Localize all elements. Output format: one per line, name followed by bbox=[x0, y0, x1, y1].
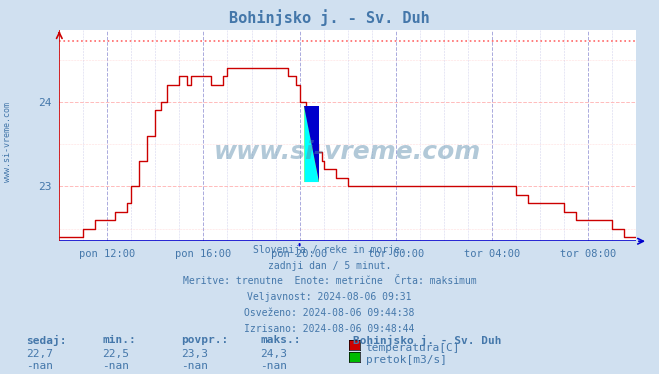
Text: -nan: -nan bbox=[26, 361, 53, 371]
Text: temperatura[C]: temperatura[C] bbox=[366, 343, 460, 353]
Text: 22,5: 22,5 bbox=[102, 349, 129, 359]
Polygon shape bbox=[304, 106, 319, 182]
Text: Bohinjsko j. - Sv. Duh: Bohinjsko j. - Sv. Duh bbox=[353, 335, 501, 346]
Text: Bohinjsko j. - Sv. Duh: Bohinjsko j. - Sv. Duh bbox=[229, 9, 430, 26]
Text: min.:: min.: bbox=[102, 335, 136, 345]
Polygon shape bbox=[304, 106, 319, 182]
Text: Osveženo: 2024-08-06 09:44:38: Osveženo: 2024-08-06 09:44:38 bbox=[244, 308, 415, 318]
Text: sedaj:: sedaj: bbox=[26, 335, 67, 346]
Text: Veljavnost: 2024-08-06 09:31: Veljavnost: 2024-08-06 09:31 bbox=[247, 292, 412, 302]
Text: 24,3: 24,3 bbox=[260, 349, 287, 359]
Text: -nan: -nan bbox=[102, 361, 129, 371]
Text: 22,7: 22,7 bbox=[26, 349, 53, 359]
Bar bbox=[304, 106, 319, 182]
Text: 23,3: 23,3 bbox=[181, 349, 208, 359]
Text: -nan: -nan bbox=[260, 361, 287, 371]
Text: Meritve: trenutne  Enote: metrične  Črta: maksimum: Meritve: trenutne Enote: metrične Črta: … bbox=[183, 276, 476, 286]
Text: Slovenija / reke in morje.: Slovenija / reke in morje. bbox=[253, 245, 406, 255]
Text: www.si-vreme.com: www.si-vreme.com bbox=[214, 141, 481, 165]
Text: povpr.:: povpr.: bbox=[181, 335, 229, 345]
Text: www.si-vreme.com: www.si-vreme.com bbox=[3, 102, 13, 182]
Text: Izrisano: 2024-08-06 09:48:44: Izrisano: 2024-08-06 09:48:44 bbox=[244, 324, 415, 334]
Text: maks.:: maks.: bbox=[260, 335, 301, 345]
Text: -nan: -nan bbox=[181, 361, 208, 371]
Text: zadnji dan / 5 minut.: zadnji dan / 5 minut. bbox=[268, 261, 391, 271]
Text: pretok[m3/s]: pretok[m3/s] bbox=[366, 355, 447, 365]
